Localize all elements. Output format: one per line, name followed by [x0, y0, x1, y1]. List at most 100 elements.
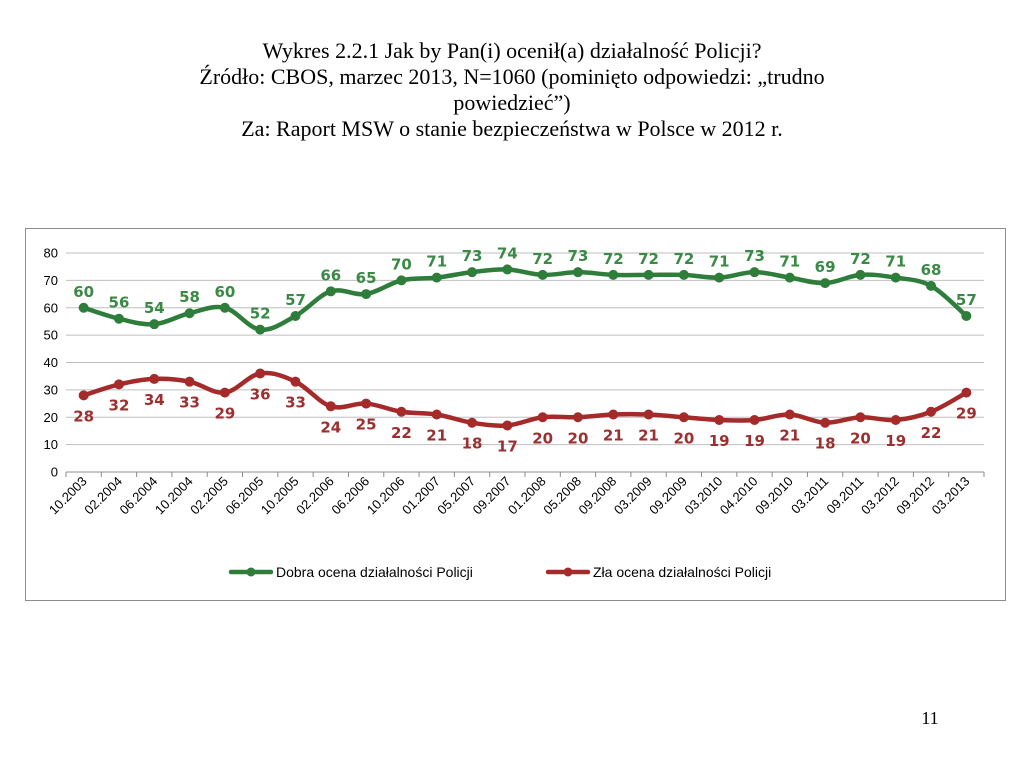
x-tick-label: 05.2008	[540, 474, 584, 518]
data-label: 70	[391, 255, 412, 273]
data-point	[361, 289, 372, 300]
data-point	[184, 376, 195, 387]
data-label: 72	[532, 250, 553, 268]
data-point	[184, 308, 195, 319]
data-point	[608, 409, 619, 420]
data-label: 28	[73, 407, 94, 425]
data-label: 25	[356, 416, 377, 434]
data-point	[255, 324, 266, 335]
x-tick-label: 09.2012	[893, 474, 937, 518]
x-tick-label: 02.2006	[293, 474, 337, 518]
data-point	[820, 278, 831, 289]
y-tick-label: 70	[44, 273, 58, 288]
data-point	[113, 379, 124, 390]
data-label: 71	[885, 253, 906, 271]
x-tick-label: 06.2005	[222, 474, 266, 518]
data-label: 21	[603, 427, 624, 445]
title-line-4: Za: Raport MSW o stanie bezpieczeństwa w…	[241, 116, 783, 141]
legend-label: Dobra ocena działalności Policji	[276, 564, 473, 580]
data-point	[361, 398, 372, 409]
data-point	[325, 401, 336, 412]
x-tick-label: 01.2007	[399, 474, 443, 518]
data-point	[255, 368, 266, 379]
data-label: 73	[744, 247, 765, 265]
data-point	[855, 269, 866, 280]
legend-marker	[246, 567, 256, 577]
data-point	[926, 280, 937, 291]
data-label: 24	[320, 418, 341, 436]
data-point	[219, 387, 230, 398]
data-point	[643, 409, 654, 420]
page-number: 11	[921, 708, 939, 728]
data-point	[784, 272, 795, 283]
data-label: 22	[921, 424, 942, 442]
x-tick-label: 09.2009	[646, 474, 690, 518]
data-point	[149, 373, 160, 384]
x-tick-label: 04.2010	[717, 474, 761, 518]
data-label: 71	[779, 253, 800, 271]
data-point	[396, 406, 407, 417]
title-line-2: Źródło: CBOS, marzec 2013, N=1060 (pomin…	[199, 64, 825, 89]
data-point	[961, 310, 972, 321]
data-label: 71	[426, 253, 447, 271]
data-point	[855, 412, 866, 423]
data-label: 29	[214, 405, 235, 423]
data-point	[714, 414, 725, 425]
data-label: 21	[638, 427, 659, 445]
data-label: 58	[179, 288, 200, 306]
data-label: 21	[779, 427, 800, 445]
data-point	[961, 387, 972, 398]
data-point	[396, 275, 407, 286]
data-point	[714, 272, 725, 283]
data-point	[643, 269, 654, 280]
data-point	[749, 267, 760, 278]
data-label: 21	[426, 427, 447, 445]
data-label: 72	[603, 250, 624, 268]
slide-title: Wykres 2.2.1 Jak by Pan(i) ocenił(a) dzi…	[60, 38, 964, 142]
x-tick-label: 09.2007	[470, 474, 514, 518]
data-point	[78, 302, 89, 313]
data-label: 36	[250, 385, 271, 403]
data-point	[467, 267, 478, 278]
x-tick-label: 02.2005	[187, 474, 231, 518]
data-label: 29	[956, 405, 977, 423]
data-point	[290, 376, 301, 387]
data-label: 74	[497, 244, 518, 262]
data-point	[572, 412, 583, 423]
data-point	[926, 406, 937, 417]
data-point	[431, 409, 442, 420]
x-tick-label: 01.2008	[505, 474, 549, 518]
data-point	[820, 417, 831, 428]
title-line-1: Wykres 2.2.1 Jak by Pan(i) ocenił(a) dzi…	[262, 38, 762, 63]
x-tick-label: 03.2011	[788, 474, 831, 517]
data-point	[113, 313, 124, 324]
x-tick-label: 05.2007	[434, 474, 478, 518]
data-label: 18	[815, 435, 836, 453]
data-point	[890, 414, 901, 425]
data-point	[325, 286, 336, 297]
data-label: 73	[462, 247, 483, 265]
data-point	[502, 420, 513, 431]
data-label: 52	[250, 305, 271, 323]
y-tick-label: 30	[44, 382, 58, 397]
data-point	[749, 414, 760, 425]
x-tick-label: 03.2013	[929, 474, 973, 518]
data-label: 20	[673, 429, 694, 447]
x-tick-label: 10.2003	[46, 474, 90, 518]
data-label: 20	[568, 429, 589, 447]
data-label: 56	[109, 294, 130, 312]
data-label: 20	[532, 429, 553, 447]
data-point	[149, 319, 160, 330]
title-line-3: powiedzieć”)	[453, 90, 571, 115]
data-label: 73	[568, 247, 589, 265]
x-tick-label: 10.2006	[364, 474, 408, 518]
x-tick-label: 10.2004	[152, 474, 196, 518]
data-label: 19	[709, 432, 730, 450]
data-point	[678, 269, 689, 280]
x-tick-label: 09.2010	[752, 474, 796, 518]
data-label: 72	[638, 250, 659, 268]
data-label: 33	[179, 394, 200, 412]
chart-frame: 0 10 20 30 40 50 60 70 80 10.2003 02.2004 06.2004 10…	[25, 228, 1006, 601]
y-tick-label: 20	[44, 410, 58, 425]
data-label: 60	[214, 283, 235, 301]
